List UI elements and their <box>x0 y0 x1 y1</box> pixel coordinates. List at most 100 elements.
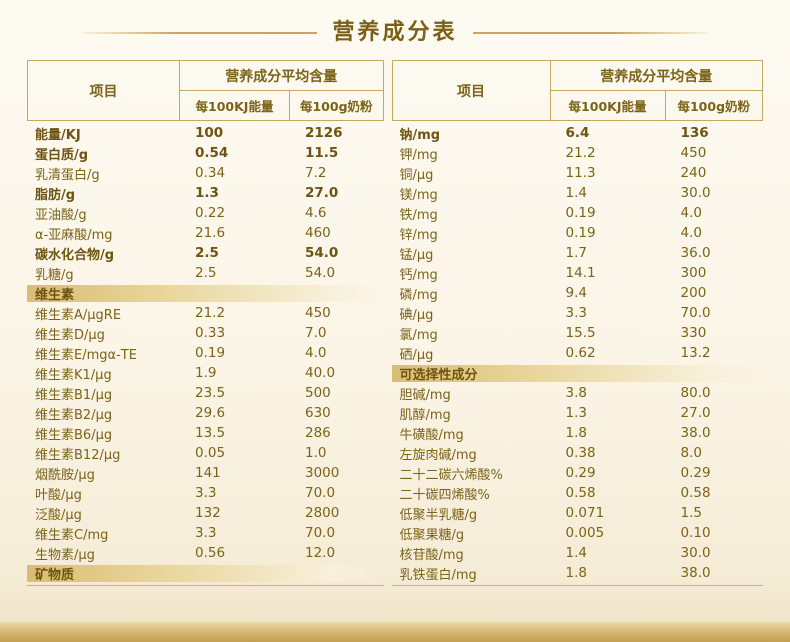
row-value-per-100g: 450 <box>680 145 707 161</box>
column-header-item: 项目 <box>393 61 551 120</box>
table-row: 维生素A/μgRE 21.2 450 <box>27 303 384 323</box>
row-value-per-100kj: 3.3 <box>565 305 587 321</box>
table-row: 硒/μg 0.62 13.2 <box>392 343 763 363</box>
row-value-per-100kj: 0.33 <box>195 325 226 341</box>
row-value-per-100kj: 0.56 <box>195 545 226 561</box>
row-value-per-100g: 330 <box>680 325 707 341</box>
row-label: 钠/mg <box>399 127 441 143</box>
row-label: 镁/mg <box>399 187 438 203</box>
row-value-per-100g: 240 <box>680 165 707 181</box>
row-value-per-100g: 27.0 <box>680 405 711 421</box>
row-label: 铁/mg <box>399 207 438 223</box>
row-value-per-100kj: 15.5 <box>565 325 596 341</box>
table-row: 胆碱/mg 3.8 80.0 <box>392 383 763 403</box>
row-value-per-100kj: 0.005 <box>565 525 605 541</box>
row-label: 维生素C/mg <box>35 527 109 543</box>
column-header-per-100kj: 每100KJ能量 <box>180 91 290 120</box>
row-value-per-100kj: 21.2 <box>565 145 596 161</box>
table-row: 氯/mg 15.5 330 <box>392 323 763 343</box>
table-row: 乳糖/g 2.5 54.0 <box>27 263 384 283</box>
table-row: 维生素B12/μg 0.05 1.0 <box>27 443 384 463</box>
row-label: 乳铁蛋白/mg <box>399 567 477 583</box>
row-value-per-100g: 1.5 <box>680 505 702 521</box>
table-row: 低聚果糖/g 0.005 0.10 <box>392 523 763 543</box>
row-value-per-100kj: 1.7 <box>565 245 587 261</box>
row-value-per-100kj: 0.22 <box>195 205 226 221</box>
row-value-per-100g: 38.0 <box>680 565 711 581</box>
table-header-subrow: 每100KJ能量 每100g奶粉 <box>551 91 762 120</box>
row-label: 维生素D/μg <box>35 327 105 343</box>
row-value-per-100g: 630 <box>305 405 331 421</box>
row-label: 维生素B2/μg <box>35 407 113 423</box>
row-value-per-100g: 38.0 <box>680 425 711 441</box>
table-row: 能量/KJ 100 2126 <box>27 123 384 143</box>
title-decor-line-right <box>472 32 708 34</box>
row-value-per-100kj: 100 <box>195 125 224 141</box>
row-label: 乳清蛋白/g <box>35 167 100 183</box>
title-decor-line-left <box>82 32 318 34</box>
row-label: 钾/mg <box>399 147 438 163</box>
table-body: 能量/KJ 100 2126 蛋白质/g 0.54 11.5 乳清蛋白/g 0.34 7.2 脂肪… <box>27 121 384 586</box>
table-row: 牛磺酸/mg 1.8 38.0 <box>392 423 763 443</box>
row-value-per-100g: 286 <box>305 425 331 441</box>
table-row: 叶酸/μg 3.3 70.0 <box>27 483 384 503</box>
row-label: 能量/KJ <box>35 127 81 143</box>
table-row: 维生素E/mgα-TE 0.19 4.0 <box>27 343 384 363</box>
row-value-per-100g: 80.0 <box>680 385 711 401</box>
row-value-per-100kj: 21.6 <box>195 225 226 241</box>
row-value-per-100kj: 21.2 <box>195 305 226 321</box>
table-row: 烟酰胺/μg 141 3000 <box>27 463 384 483</box>
table-row: 生物素/μg 0.56 12.0 <box>27 543 384 563</box>
row-label: 低聚半乳糖/g <box>399 507 478 523</box>
title-row: 营养成分表 <box>0 0 790 60</box>
column-header-item: 项目 <box>28 61 180 120</box>
row-value-per-100kj: 1.4 <box>565 545 587 561</box>
row-label: 叶酸/μg <box>35 487 82 503</box>
row-value-per-100g: 54.0 <box>305 265 336 281</box>
table-header: 项目 营养成分平均含量 每100KJ能量 每100g奶粉 <box>391 60 763 121</box>
column-header-per-100kj: 每100KJ能量 <box>551 91 666 120</box>
row-value-per-100g: 36.0 <box>680 245 711 261</box>
row-label: 肌醇/mg <box>399 407 451 423</box>
table-row: 维生素B2/μg 29.6 630 <box>27 403 384 423</box>
row-label: 碘/μg <box>399 307 434 323</box>
row-value-per-100kj: 141 <box>195 465 221 481</box>
row-label: α-亚麻酸/mg <box>35 227 113 243</box>
row-value-per-100kj: 132 <box>195 505 221 521</box>
table-header-subrow: 每100KJ能量 每100g奶粉 <box>180 91 383 120</box>
table-row: 维生素B1/μg 23.5 500 <box>27 383 384 403</box>
table-row: 磷/mg 9.4 200 <box>392 283 763 303</box>
table-row: 碳水化合物/g 2.5 54.0 <box>27 243 384 263</box>
row-value-per-100g: 1.0 <box>305 445 327 461</box>
table-header: 项目 营养成分平均含量 每100KJ能量 每100g奶粉 <box>27 60 384 121</box>
row-label: 维生素B1/μg <box>35 387 113 403</box>
table-row: 钙/mg 14.1 300 <box>392 263 763 283</box>
table-row: 锰/μg 1.7 36.0 <box>392 243 763 263</box>
section-header-vitamins: 维生素 <box>27 285 384 303</box>
table-row: 维生素K1/μg 1.9 40.0 <box>27 363 384 383</box>
row-value-per-100kj: 1.8 <box>565 425 587 441</box>
row-value-per-100kj: 3.3 <box>195 525 217 541</box>
table-row: 蛋白质/g 0.54 11.5 <box>27 143 384 163</box>
row-label: 铜/μg <box>399 167 434 183</box>
row-value-per-100g: 4.0 <box>680 205 702 221</box>
row-value-per-100g: 70.0 <box>305 525 336 541</box>
table-row: 亚油酸/g 0.22 4.6 <box>27 203 384 223</box>
row-value-per-100g: 3000 <box>305 465 340 481</box>
table-row: 钾/mg 21.2 450 <box>392 143 763 163</box>
table-row: 钠/mg 6.4 136 <box>392 123 763 143</box>
row-value-per-100kj: 0.05 <box>195 445 226 461</box>
nutrition-table-left: 项目 营养成分平均含量 每100KJ能量 每100g奶粉 能量/KJ 100 212… <box>27 60 384 586</box>
row-value-per-100kj: 1.3 <box>195 185 219 201</box>
column-header-average-content: 营养成分平均含量 <box>180 61 383 91</box>
table-row: α-亚麻酸/mg 21.6 460 <box>27 223 384 243</box>
section-header-optional: 可选择性成分 <box>391 365 763 383</box>
row-value-per-100g: 200 <box>680 285 707 301</box>
row-value-per-100kj: 11.3 <box>565 165 596 181</box>
row-value-per-100g: 40.0 <box>305 365 336 381</box>
row-value-per-100g: 500 <box>305 385 331 401</box>
nutrition-table-right: 项目 营养成分平均含量 每100KJ能量 每100g奶粉 钠/mg 6.4 136 钾… <box>391 60 763 586</box>
table-row: 二十二碳六烯酸% 0.29 0.29 <box>392 463 763 483</box>
row-label: 锰/μg <box>399 247 434 263</box>
table-body: 钠/mg 6.4 136 钾/mg 21.2 450 铜/μg 11.3 240 镁/mg 1.4 3… <box>391 121 763 586</box>
